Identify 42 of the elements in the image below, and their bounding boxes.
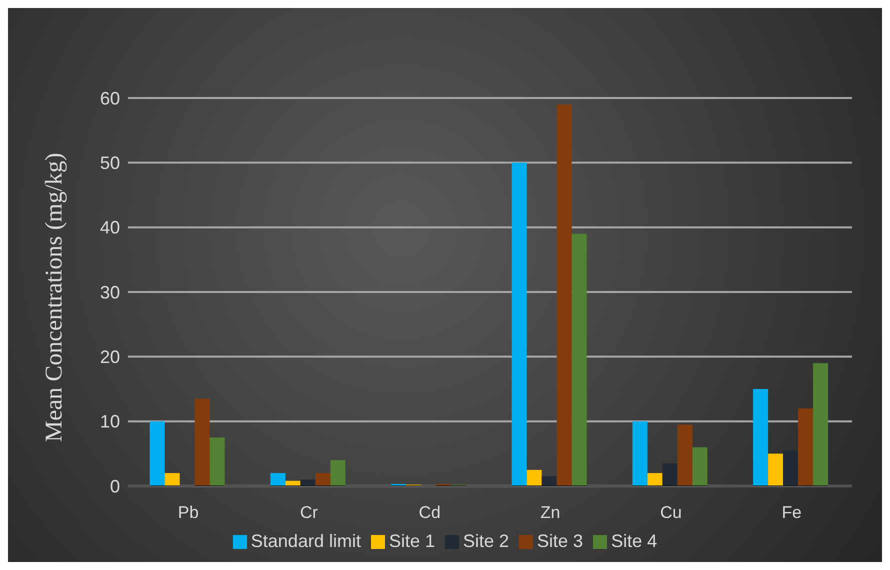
legend-label: Site 4 bbox=[611, 531, 658, 551]
legend-label: Site 2 bbox=[463, 531, 510, 551]
y-tick-label: 50 bbox=[100, 153, 120, 174]
x-tick-label: Pb bbox=[178, 503, 199, 522]
bar bbox=[556, 104, 572, 486]
bar bbox=[330, 460, 346, 486]
bar bbox=[632, 421, 648, 486]
y-tick-label: 40 bbox=[100, 218, 120, 238]
y-axis-title: Mean Concentrations (mg/kg) bbox=[42, 152, 68, 442]
bar bbox=[512, 162, 527, 486]
x-tick-label: Fe bbox=[782, 503, 802, 522]
bar bbox=[164, 473, 180, 486]
bar bbox=[677, 424, 692, 486]
bar bbox=[692, 447, 708, 486]
bar bbox=[210, 438, 225, 486]
bar bbox=[662, 463, 678, 486]
y-tick-label: 20 bbox=[100, 347, 120, 368]
bar bbox=[798, 408, 814, 486]
bar bbox=[270, 473, 286, 486]
bar bbox=[768, 454, 784, 486]
y-tick-label: 10 bbox=[100, 412, 120, 432]
bar bbox=[300, 480, 316, 486]
y-tick-label: 30 bbox=[100, 282, 120, 302]
y-tick-label: 0 bbox=[110, 476, 120, 496]
legend-label: Standard limit bbox=[250, 531, 361, 551]
bar bbox=[150, 421, 165, 486]
x-tick-label: Cd bbox=[418, 503, 441, 522]
bar bbox=[647, 473, 662, 486]
bar bbox=[194, 398, 210, 486]
bar bbox=[315, 473, 330, 486]
legend-label: Site 1 bbox=[388, 531, 435, 551]
bar bbox=[572, 234, 587, 486]
x-tick-label: Zn bbox=[540, 503, 560, 522]
y-tick-label: 60 bbox=[100, 88, 120, 108]
bar bbox=[542, 476, 557, 486]
x-tick-label: Cr bbox=[300, 503, 318, 522]
legend-label: Site 3 bbox=[537, 531, 584, 551]
bar bbox=[813, 363, 828, 486]
bar bbox=[526, 470, 542, 486]
x-tick-label: Cu bbox=[660, 503, 682, 522]
bar bbox=[783, 450, 798, 486]
bar bbox=[753, 389, 768, 486]
